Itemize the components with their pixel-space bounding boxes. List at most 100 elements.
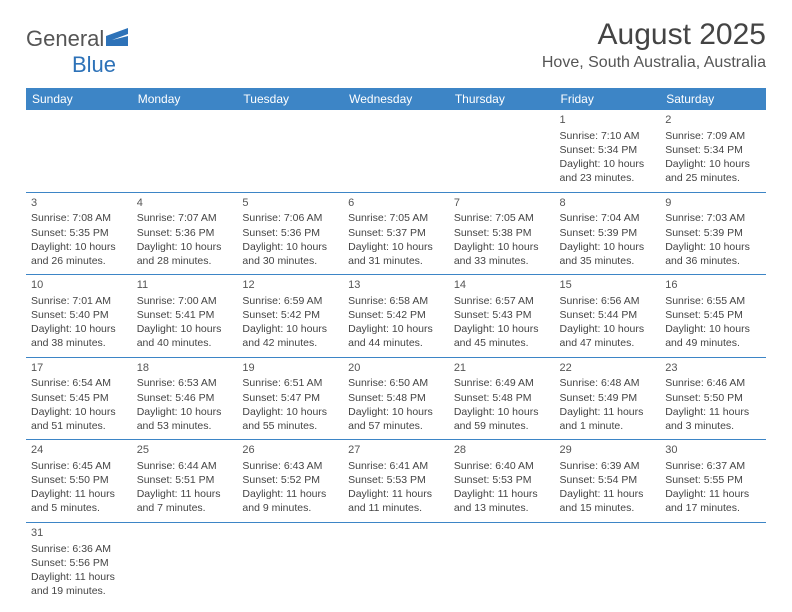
- day-cell: 4Sunrise: 7:07 AMSunset: 5:36 PMDaylight…: [132, 192, 238, 275]
- daylight-text: and 33 minutes.: [454, 254, 550, 268]
- sunset-text: Sunset: 5:53 PM: [348, 473, 444, 487]
- daylight-text: and 40 minutes.: [137, 336, 233, 350]
- sunset-text: Sunset: 5:44 PM: [560, 308, 656, 322]
- day-cell: [660, 522, 766, 604]
- daylight-text: Daylight: 10 hours: [242, 240, 338, 254]
- sunset-text: Sunset: 5:43 PM: [454, 308, 550, 322]
- day-cell: 3Sunrise: 7:08 AMSunset: 5:35 PMDaylight…: [26, 192, 132, 275]
- day-number: 13: [348, 278, 444, 293]
- sunrise-text: Sunrise: 7:10 AM: [560, 129, 656, 143]
- daylight-text: Daylight: 11 hours: [137, 487, 233, 501]
- day-cell: 6Sunrise: 7:05 AMSunset: 5:37 PMDaylight…: [343, 192, 449, 275]
- day-number: 29: [560, 443, 656, 458]
- day-cell: 22Sunrise: 6:48 AMSunset: 5:49 PMDayligh…: [555, 357, 661, 440]
- daylight-text: and 9 minutes.: [242, 501, 338, 515]
- calendar-table: Sunday Monday Tuesday Wednesday Thursday…: [26, 88, 766, 604]
- daylight-text: Daylight: 11 hours: [31, 487, 127, 501]
- daylight-text: Daylight: 11 hours: [560, 487, 656, 501]
- sunrise-text: Sunrise: 7:00 AM: [137, 294, 233, 308]
- sunrise-text: Sunrise: 6:57 AM: [454, 294, 550, 308]
- day-number: 28: [454, 443, 550, 458]
- sunset-text: Sunset: 5:50 PM: [31, 473, 127, 487]
- sunrise-text: Sunrise: 6:44 AM: [137, 459, 233, 473]
- dayname-mon: Monday: [132, 88, 238, 110]
- day-number: 6: [348, 196, 444, 211]
- daylight-text: Daylight: 10 hours: [560, 240, 656, 254]
- sunset-text: Sunset: 5:37 PM: [348, 226, 444, 240]
- daylight-text: Daylight: 10 hours: [454, 240, 550, 254]
- day-cell: 8Sunrise: 7:04 AMSunset: 5:39 PMDaylight…: [555, 192, 661, 275]
- daylight-text: Daylight: 10 hours: [242, 405, 338, 419]
- sunrise-text: Sunrise: 7:08 AM: [31, 211, 127, 225]
- week-row: 1Sunrise: 7:10 AMSunset: 5:34 PMDaylight…: [26, 110, 766, 192]
- sunrise-text: Sunrise: 6:43 AM: [242, 459, 338, 473]
- day-cell: 23Sunrise: 6:46 AMSunset: 5:50 PMDayligh…: [660, 357, 766, 440]
- sunrise-text: Sunrise: 7:05 AM: [348, 211, 444, 225]
- day-number: 20: [348, 361, 444, 376]
- day-cell: [237, 110, 343, 192]
- day-cell: 5Sunrise: 7:06 AMSunset: 5:36 PMDaylight…: [237, 192, 343, 275]
- daylight-text: and 36 minutes.: [665, 254, 761, 268]
- day-number: 12: [242, 278, 338, 293]
- day-number: 24: [31, 443, 127, 458]
- sunrise-text: Sunrise: 6:46 AM: [665, 376, 761, 390]
- day-cell: [343, 522, 449, 604]
- daylight-text: and 7 minutes.: [137, 501, 233, 515]
- sunset-text: Sunset: 5:53 PM: [454, 473, 550, 487]
- daylight-text: and 19 minutes.: [31, 584, 127, 598]
- daylight-text: Daylight: 11 hours: [560, 405, 656, 419]
- daylight-text: and 30 minutes.: [242, 254, 338, 268]
- daylight-text: and 3 minutes.: [665, 419, 761, 433]
- daylight-text: Daylight: 10 hours: [560, 157, 656, 171]
- sunrise-text: Sunrise: 7:03 AM: [665, 211, 761, 225]
- day-cell: 15Sunrise: 6:56 AMSunset: 5:44 PMDayligh…: [555, 275, 661, 358]
- sunrise-text: Sunrise: 6:45 AM: [31, 459, 127, 473]
- day-cell: 26Sunrise: 6:43 AMSunset: 5:52 PMDayligh…: [237, 440, 343, 523]
- daylight-text: Daylight: 10 hours: [348, 322, 444, 336]
- daylight-text: Daylight: 10 hours: [454, 322, 550, 336]
- sunrise-text: Sunrise: 6:49 AM: [454, 376, 550, 390]
- daylight-text: and 45 minutes.: [454, 336, 550, 350]
- day-cell: 2Sunrise: 7:09 AMSunset: 5:34 PMDaylight…: [660, 110, 766, 192]
- week-row: 3Sunrise: 7:08 AMSunset: 5:35 PMDaylight…: [26, 192, 766, 275]
- daylight-text: Daylight: 10 hours: [665, 240, 761, 254]
- daylight-text: and 49 minutes.: [665, 336, 761, 350]
- week-row: 10Sunrise: 7:01 AMSunset: 5:40 PMDayligh…: [26, 275, 766, 358]
- daylight-text: Daylight: 10 hours: [348, 405, 444, 419]
- day-cell: 12Sunrise: 6:59 AMSunset: 5:42 PMDayligh…: [237, 275, 343, 358]
- daylight-text: and 44 minutes.: [348, 336, 444, 350]
- day-number: 26: [242, 443, 338, 458]
- day-number: 10: [31, 278, 127, 293]
- daylight-text: Daylight: 10 hours: [560, 322, 656, 336]
- sunset-text: Sunset: 5:48 PM: [454, 391, 550, 405]
- sunset-text: Sunset: 5:50 PM: [665, 391, 761, 405]
- sunset-text: Sunset: 5:39 PM: [665, 226, 761, 240]
- sunset-text: Sunset: 5:48 PM: [348, 391, 444, 405]
- sunset-text: Sunset: 5:39 PM: [560, 226, 656, 240]
- sunset-text: Sunset: 5:34 PM: [665, 143, 761, 157]
- day-number: 19: [242, 361, 338, 376]
- sunset-text: Sunset: 5:54 PM: [560, 473, 656, 487]
- daylight-text: and 57 minutes.: [348, 419, 444, 433]
- logo-text: General Blue: [26, 26, 133, 78]
- daylight-text: Daylight: 10 hours: [31, 405, 127, 419]
- daylight-text: and 53 minutes.: [137, 419, 233, 433]
- day-cell: 21Sunrise: 6:49 AMSunset: 5:48 PMDayligh…: [449, 357, 555, 440]
- day-number: 18: [137, 361, 233, 376]
- daylight-text: Daylight: 10 hours: [137, 322, 233, 336]
- dayname-thu: Thursday: [449, 88, 555, 110]
- day-cell: 16Sunrise: 6:55 AMSunset: 5:45 PMDayligh…: [660, 275, 766, 358]
- day-number: 11: [137, 278, 233, 293]
- sunrise-text: Sunrise: 6:40 AM: [454, 459, 550, 473]
- daylight-text: and 5 minutes.: [31, 501, 127, 515]
- sunrise-text: Sunrise: 6:48 AM: [560, 376, 656, 390]
- day-number: 22: [560, 361, 656, 376]
- daylight-text: and 31 minutes.: [348, 254, 444, 268]
- sunset-text: Sunset: 5:56 PM: [31, 556, 127, 570]
- week-row: 31Sunrise: 6:36 AMSunset: 5:56 PMDayligh…: [26, 522, 766, 604]
- header: General Blue August 2025 Hove, South Aus…: [26, 18, 766, 78]
- sunset-text: Sunset: 5:52 PM: [242, 473, 338, 487]
- sunset-text: Sunset: 5:42 PM: [348, 308, 444, 322]
- daylight-text: Daylight: 10 hours: [454, 405, 550, 419]
- day-number: 2: [665, 113, 761, 128]
